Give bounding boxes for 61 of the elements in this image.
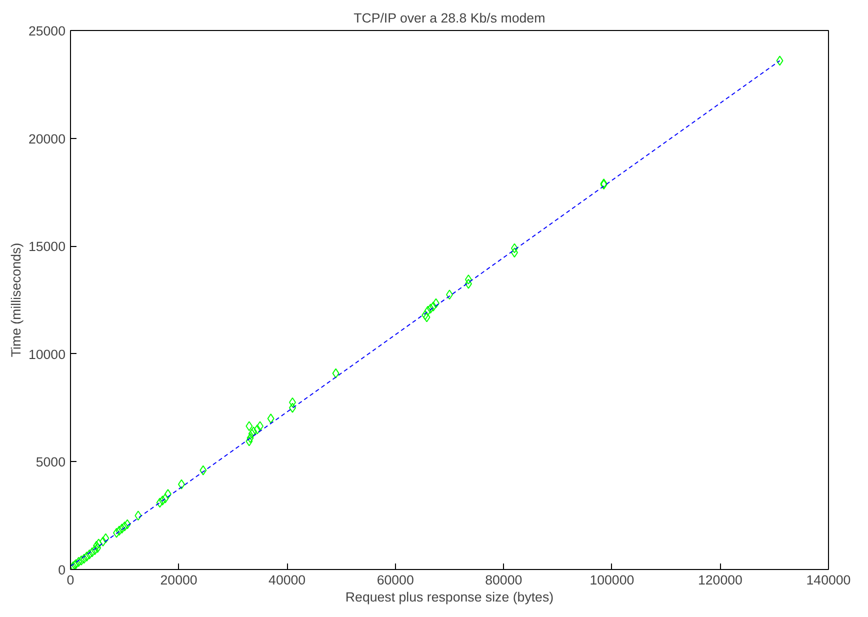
point [99, 536, 106, 546]
point [246, 436, 253, 446]
y-tick-label: 5000 [36, 454, 66, 470]
point [464, 278, 472, 289]
x-tick-label: 80000 [485, 572, 522, 588]
point [121, 521, 128, 532]
y-tick-label: 25000 [28, 24, 66, 38]
point [178, 479, 185, 490]
point [113, 528, 120, 538]
point [86, 549, 93, 560]
point [430, 301, 437, 312]
point [200, 465, 207, 476]
point [267, 414, 274, 424]
point [246, 421, 253, 432]
point [427, 304, 434, 314]
x-tick-label: 140000 [806, 572, 851, 588]
point [94, 542, 102, 553]
point [510, 248, 518, 258]
point [164, 489, 172, 500]
point [75, 556, 82, 567]
y-tick-label: 15000 [28, 239, 66, 254]
point [134, 510, 142, 521]
x-tick-label: 40000 [268, 572, 306, 588]
point [162, 493, 169, 504]
point [80, 554, 88, 564]
point [246, 432, 254, 443]
point [464, 274, 472, 285]
y-tick-label: 20000 [28, 131, 66, 146]
point [102, 533, 110, 544]
point [510, 243, 518, 254]
point [254, 424, 261, 434]
point [83, 552, 90, 562]
y-tick-label: 0 [58, 562, 66, 578]
point [159, 496, 166, 506]
point [92, 540, 100, 551]
point [116, 526, 123, 536]
point [250, 426, 258, 437]
point [776, 56, 784, 66]
x-tick-label: 100000 [590, 572, 634, 588]
point [432, 298, 440, 308]
chart-title: TCP/IP over a 28.8 Kb/s modem [354, 10, 546, 26]
point [248, 428, 256, 439]
point [91, 545, 98, 556]
point [88, 547, 96, 558]
point [424, 306, 432, 316]
point [78, 555, 85, 566]
point [288, 402, 296, 413]
point [156, 498, 164, 508]
point [288, 397, 296, 408]
x-tick-label: 60000 [376, 572, 414, 588]
x-tick-label: 20000 [160, 572, 198, 588]
y-axis-title: Time (milliseconds) [8, 242, 24, 358]
y-tick-label: 10000 [28, 346, 66, 362]
x-axis-title: Request plus response size (bytes) [345, 590, 554, 604]
point [95, 538, 102, 549]
point [422, 310, 429, 320]
x-tick-label: 120000 [698, 572, 742, 588]
point [124, 519, 131, 530]
point [332, 368, 340, 378]
point [118, 524, 126, 534]
point [423, 312, 430, 322]
